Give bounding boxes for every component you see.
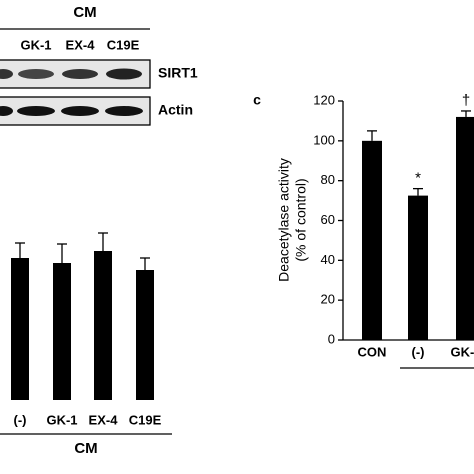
- bar: [11, 258, 29, 400]
- y-tick-label: 100: [313, 132, 335, 147]
- y-tick-label: 80: [321, 172, 335, 187]
- x-tick-label: (-): [14, 412, 27, 427]
- bar: [53, 263, 71, 400]
- band: [62, 69, 98, 79]
- band: [106, 68, 142, 80]
- band: [0, 106, 13, 116]
- lane-label: EX-4: [66, 37, 96, 52]
- y-axis-label: Deacetylase activity: [276, 158, 292, 282]
- x-tick-label: C19E: [129, 412, 162, 427]
- lane-label: C19E: [107, 37, 140, 52]
- x-tick-label: GK-1: [450, 344, 474, 359]
- row-label: Actin: [158, 102, 193, 118]
- bar: [362, 140, 382, 340]
- blot: CM GK-1 EX-4 C19E SIRT1 Actin: [0, 4, 198, 126]
- band: [105, 106, 143, 116]
- panel-label: c: [253, 92, 261, 108]
- y-tick-label: 40: [321, 252, 335, 267]
- annotation: *: [415, 170, 421, 187]
- y-tick-label: 20: [321, 292, 335, 307]
- x-tick-label: (-): [412, 344, 425, 359]
- band: [0, 69, 13, 79]
- bar: [456, 116, 474, 340]
- bar: [408, 195, 428, 340]
- bar: [136, 270, 154, 400]
- band: [61, 106, 99, 116]
- row-label: SIRT1: [158, 65, 198, 81]
- y-tick-label: 0: [328, 331, 335, 346]
- blot-group-label: CM: [73, 4, 96, 21]
- y-tick-label: 120: [313, 92, 335, 107]
- lane-label: GK-1: [20, 37, 51, 52]
- band: [18, 69, 54, 79]
- x-tick-label: EX-4: [89, 412, 119, 427]
- group-label: CM: [74, 440, 97, 457]
- x-tick-label: GK-1: [46, 412, 77, 427]
- band: [17, 106, 55, 116]
- y-tick-label: 60: [321, 212, 335, 227]
- y-axis-label: (% of control): [293, 178, 309, 261]
- bar: [94, 251, 112, 400]
- x-tick-label: CON: [358, 344, 387, 359]
- annotation: †: [462, 92, 470, 109]
